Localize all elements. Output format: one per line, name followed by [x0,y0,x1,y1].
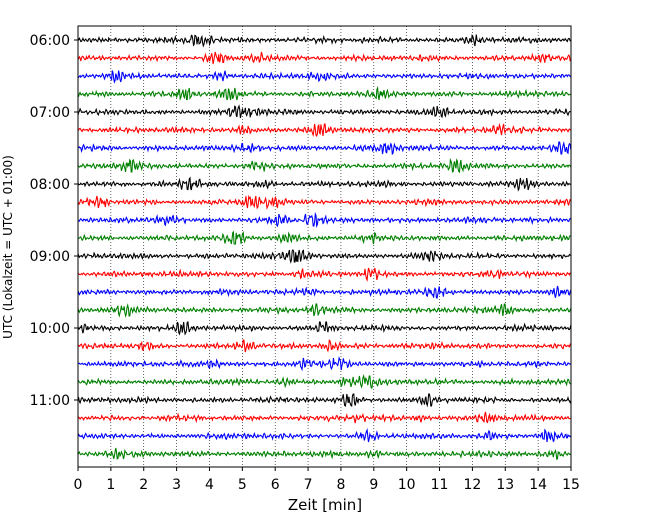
y-tick-label: 11:00 [30,393,70,409]
trace-line [77,393,572,408]
trace-line [77,356,572,372]
x-tick-label: 12 [463,477,481,493]
y-tick-label: 09:00 [30,249,70,265]
trace-line [77,321,572,336]
trace-line [77,157,572,174]
x-tick-label: 14 [529,477,547,493]
x-tick-label: 2 [139,477,148,493]
x-tick-label: 4 [205,477,214,493]
trace-line [77,447,571,461]
trace-line [77,141,572,156]
plot-frame [77,25,572,468]
x-tick-label: 5 [238,477,247,493]
trace-line [77,339,572,353]
trace-line [77,303,572,319]
x-tick-label: 8 [336,477,345,493]
trace-line [77,211,571,229]
x-tick-label: 7 [304,477,313,493]
y-tick-label: 06:00 [30,33,70,49]
y-ticks: 06:00 07:00 08:00 09:00 10:00 11:00 [30,33,78,409]
x-tick-label: 0 [74,477,83,493]
trace-layer [77,33,572,461]
x-axis-label: Zeit [min] [288,496,362,514]
x-tick-label: 9 [369,477,378,493]
x-tick-label: 13 [496,477,514,493]
trace-line [77,194,572,210]
x-tick-label: 11 [431,477,449,493]
trace-line [77,176,571,192]
x-tick-label: 10 [398,477,416,493]
trace-line [77,33,572,48]
y-tick-label: 07:00 [30,105,70,121]
trace-line [77,427,572,443]
y-tick-label: 10:00 [30,321,70,337]
x-tick-label: 1 [106,477,115,493]
x-tick-label: 6 [271,477,280,493]
trace-line [77,285,572,299]
trace-line [77,374,572,389]
trace-line [77,104,571,119]
x-tick-label: 3 [172,477,181,493]
x-tick-label: 15 [562,477,580,493]
trace-line [77,122,572,138]
trace-line [77,248,572,264]
trace-line [77,411,572,424]
trace-line [77,85,571,101]
axes [77,25,572,468]
y-axis-label: UTC (Lokalzeit = UTC + 01:00) [1,155,15,339]
x-ticks: 0 1 2 3 4 5 6 7 8 9 10 11 12 13 14 15 [74,467,580,493]
trace-line [77,51,572,65]
y-tick-label: 08:00 [30,177,70,193]
trace-line [77,70,572,84]
trace-line [77,267,571,282]
trace-line [77,230,571,245]
